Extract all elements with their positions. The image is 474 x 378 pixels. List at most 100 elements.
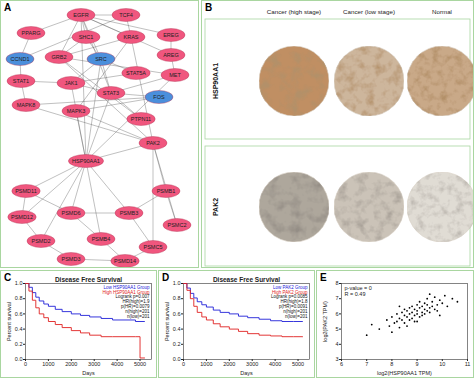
svg-text:PSMB4: PSMB4 bbox=[92, 236, 111, 242]
svg-text:High PAK2 Group: High PAK2 Group bbox=[272, 289, 308, 295]
svg-text:Logrank p=0.0085: Logrank p=0.0085 bbox=[271, 294, 308, 300]
svg-text:Days: Days bbox=[240, 370, 253, 376]
svg-text:PSMC2: PSMC2 bbox=[168, 222, 187, 228]
svg-text:TCF4: TCF4 bbox=[119, 12, 133, 18]
svg-text:4000: 4000 bbox=[111, 361, 123, 367]
svg-text:R = 0.49: R = 0.49 bbox=[345, 291, 366, 297]
html-text:B: B bbox=[205, 2, 213, 13]
svg-text:SRC: SRC bbox=[95, 56, 107, 62]
svg-text:Disease Free Survival: Disease Free Survival bbox=[213, 276, 280, 283]
svg-text:0.2: 0.2 bbox=[173, 341, 181, 347]
svg-text:3000: 3000 bbox=[246, 361, 258, 367]
svg-text:High HSP90AA1 Group: High HSP90AA1 Group bbox=[102, 289, 150, 295]
html-text:A: A bbox=[4, 2, 12, 13]
svg-text:1000: 1000 bbox=[200, 361, 212, 367]
svg-text:EGFR: EGFR bbox=[73, 12, 88, 18]
svg-text:11: 11 bbox=[465, 361, 471, 367]
svg-text:2000: 2000 bbox=[65, 361, 77, 367]
svg-text:0: 0 bbox=[24, 361, 27, 367]
svg-text:Percent survival: Percent survival bbox=[6, 302, 12, 341]
svg-text:PAK2: PAK2 bbox=[146, 140, 160, 146]
svg-text:5: 5 bbox=[335, 326, 338, 332]
svg-text:MAPK3: MAPK3 bbox=[67, 108, 86, 114]
svg-text:7: 7 bbox=[365, 361, 368, 367]
svg-text:EREG: EREG bbox=[163, 32, 179, 38]
svg-text:GRB2: GRB2 bbox=[52, 54, 67, 60]
svg-text:Low PAK2 Group: Low PAK2 Group bbox=[273, 284, 308, 290]
svg-text:0: 0 bbox=[182, 361, 185, 367]
svg-text:Days: Days bbox=[82, 370, 95, 376]
html-text:C: C bbox=[4, 272, 12, 283]
svg-text:AREG: AREG bbox=[163, 52, 179, 58]
svg-text:0.4: 0.4 bbox=[15, 326, 23, 332]
svg-text:n(low)=201: n(low)=201 bbox=[285, 313, 308, 318]
svg-text:8: 8 bbox=[390, 361, 393, 367]
svg-text:Percent survival: Percent survival bbox=[164, 302, 170, 341]
svg-text:PSMD6: PSMD6 bbox=[62, 210, 81, 216]
svg-text:KRAS: KRAS bbox=[124, 34, 139, 40]
svg-text:PSMD12: PSMD12 bbox=[11, 214, 33, 220]
svg-text:0.0: 0.0 bbox=[173, 356, 181, 362]
svg-text:MAPK8: MAPK8 bbox=[17, 102, 36, 108]
svg-text:STAT1: STAT1 bbox=[13, 78, 29, 84]
svg-text:Disease Free Survival: Disease Free Survival bbox=[55, 276, 122, 283]
svg-text:6: 6 bbox=[340, 361, 343, 367]
svg-text:PSMD11: PSMD11 bbox=[15, 188, 37, 194]
svg-text:CCND1: CCND1 bbox=[11, 56, 30, 62]
svg-text:6: 6 bbox=[335, 311, 338, 317]
svg-text:PSMD2: PSMD2 bbox=[32, 238, 51, 244]
svg-text:0.6: 0.6 bbox=[15, 311, 23, 317]
svg-text:JAK1: JAK1 bbox=[64, 80, 77, 86]
svg-text:n(low)=201: n(low)=201 bbox=[127, 313, 150, 318]
svg-text:9: 9 bbox=[416, 361, 419, 367]
svg-text:Normal: Normal bbox=[432, 8, 452, 15]
svg-text:PAK2: PAK2 bbox=[212, 198, 219, 216]
svg-text:log2(HSP90AA1 TPM): log2(HSP90AA1 TPM) bbox=[377, 370, 432, 376]
svg-text:Logrank p=0.007: Logrank p=0.007 bbox=[115, 294, 150, 300]
svg-text:3000: 3000 bbox=[88, 361, 100, 367]
svg-text:4000: 4000 bbox=[269, 361, 281, 367]
svg-text:5000: 5000 bbox=[134, 361, 146, 367]
svg-text:PPARG: PPARG bbox=[22, 30, 41, 36]
svg-text:HR(high)=1.9: HR(high)=1.9 bbox=[122, 299, 150, 305]
svg-text:8: 8 bbox=[335, 280, 338, 286]
html-text:D: D bbox=[162, 272, 170, 283]
svg-text:1000: 1000 bbox=[42, 361, 54, 367]
svg-text:5000: 5000 bbox=[292, 361, 304, 367]
svg-text:1.0: 1.0 bbox=[15, 280, 23, 286]
svg-text:10: 10 bbox=[439, 361, 445, 367]
svg-text:FOS: FOS bbox=[153, 94, 165, 100]
svg-text:PSMD3: PSMD3 bbox=[62, 256, 81, 262]
svg-text:p-value = 0: p-value = 0 bbox=[344, 285, 372, 292]
svg-text:STAT5A: STAT5A bbox=[126, 70, 146, 76]
svg-text:p(HR)=0.0079: p(HR)=0.0079 bbox=[121, 303, 150, 309]
svg-text:Cancer (low stage): Cancer (low stage) bbox=[343, 8, 395, 15]
svg-text:PSMB1: PSMB1 bbox=[157, 188, 176, 194]
svg-text:7: 7 bbox=[335, 295, 338, 301]
svg-text:HSP90AA1: HSP90AA1 bbox=[212, 63, 219, 99]
svg-text:PSMC5: PSMC5 bbox=[144, 244, 163, 250]
svg-text:1.0: 1.0 bbox=[173, 280, 181, 286]
svg-text:4: 4 bbox=[335, 341, 338, 347]
svg-text:PSMD14: PSMD14 bbox=[114, 258, 136, 264]
svg-text:0.8: 0.8 bbox=[173, 295, 181, 301]
svg-text:Low HSP90AA1 Group: Low HSP90AA1 Group bbox=[103, 284, 150, 290]
svg-text:STAT3: STAT3 bbox=[103, 90, 119, 96]
svg-text:MET: MET bbox=[169, 72, 181, 78]
svg-text:HSP90AA1: HSP90AA1 bbox=[72, 158, 100, 164]
svg-text:2000: 2000 bbox=[223, 361, 235, 367]
svg-text:0.4: 0.4 bbox=[173, 326, 181, 332]
svg-text:0.6: 0.6 bbox=[173, 311, 181, 317]
svg-text:PSMB3: PSMB3 bbox=[120, 210, 139, 216]
svg-text:Cancer (high stage): Cancer (high stage) bbox=[267, 8, 321, 15]
svg-text:log2(PAK2 TPM): log2(PAK2 TPM) bbox=[322, 301, 328, 342]
svg-text:0.0: 0.0 bbox=[15, 356, 23, 362]
svg-text:SHC1: SHC1 bbox=[79, 34, 94, 40]
svg-text:0.8: 0.8 bbox=[15, 295, 23, 301]
svg-text:0.2: 0.2 bbox=[15, 341, 23, 347]
svg-text:3: 3 bbox=[335, 356, 338, 362]
svg-text:PTPN11: PTPN11 bbox=[131, 116, 151, 122]
html-text:E: E bbox=[320, 272, 327, 283]
svg-text:HR(high)=1.8: HR(high)=1.8 bbox=[280, 299, 308, 305]
svg-text:n(high)=201: n(high)=201 bbox=[125, 308, 150, 314]
